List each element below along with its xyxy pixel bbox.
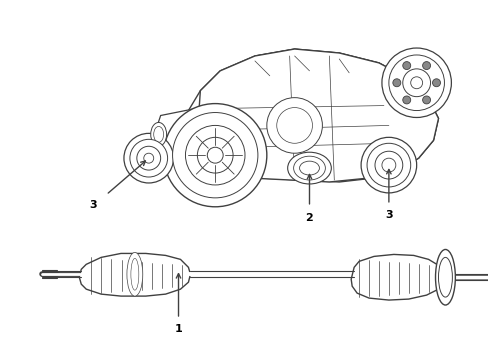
Circle shape xyxy=(411,77,422,89)
Ellipse shape xyxy=(436,249,455,305)
Polygon shape xyxy=(255,49,439,118)
Ellipse shape xyxy=(288,152,331,184)
Circle shape xyxy=(403,96,411,104)
Circle shape xyxy=(197,137,233,173)
Circle shape xyxy=(382,48,451,117)
Circle shape xyxy=(172,113,258,198)
Polygon shape xyxy=(180,49,439,182)
Text: 3: 3 xyxy=(89,200,97,210)
Ellipse shape xyxy=(294,156,325,180)
Circle shape xyxy=(267,98,322,153)
Ellipse shape xyxy=(127,252,143,296)
Circle shape xyxy=(382,158,396,172)
Circle shape xyxy=(389,55,444,111)
Circle shape xyxy=(367,143,411,187)
Polygon shape xyxy=(351,255,445,300)
Circle shape xyxy=(422,96,431,104)
Ellipse shape xyxy=(151,122,167,146)
Circle shape xyxy=(361,137,416,193)
Polygon shape xyxy=(196,49,439,182)
Circle shape xyxy=(433,79,441,87)
Circle shape xyxy=(422,62,431,69)
Circle shape xyxy=(185,125,245,185)
Ellipse shape xyxy=(154,126,164,142)
Text: 2: 2 xyxy=(306,213,314,223)
Polygon shape xyxy=(409,79,439,158)
Circle shape xyxy=(207,147,223,163)
Polygon shape xyxy=(156,109,205,143)
Circle shape xyxy=(403,69,431,96)
Text: 3: 3 xyxy=(385,210,392,220)
Circle shape xyxy=(130,139,168,177)
Circle shape xyxy=(393,79,401,87)
Ellipse shape xyxy=(131,258,139,290)
Text: 1: 1 xyxy=(174,324,182,334)
Circle shape xyxy=(375,151,403,179)
Circle shape xyxy=(124,133,173,183)
Ellipse shape xyxy=(439,257,452,297)
Circle shape xyxy=(403,62,411,69)
Polygon shape xyxy=(79,253,191,296)
Circle shape xyxy=(144,153,154,163)
Circle shape xyxy=(164,104,267,207)
Circle shape xyxy=(277,108,313,143)
Ellipse shape xyxy=(299,161,319,175)
Circle shape xyxy=(137,146,161,170)
